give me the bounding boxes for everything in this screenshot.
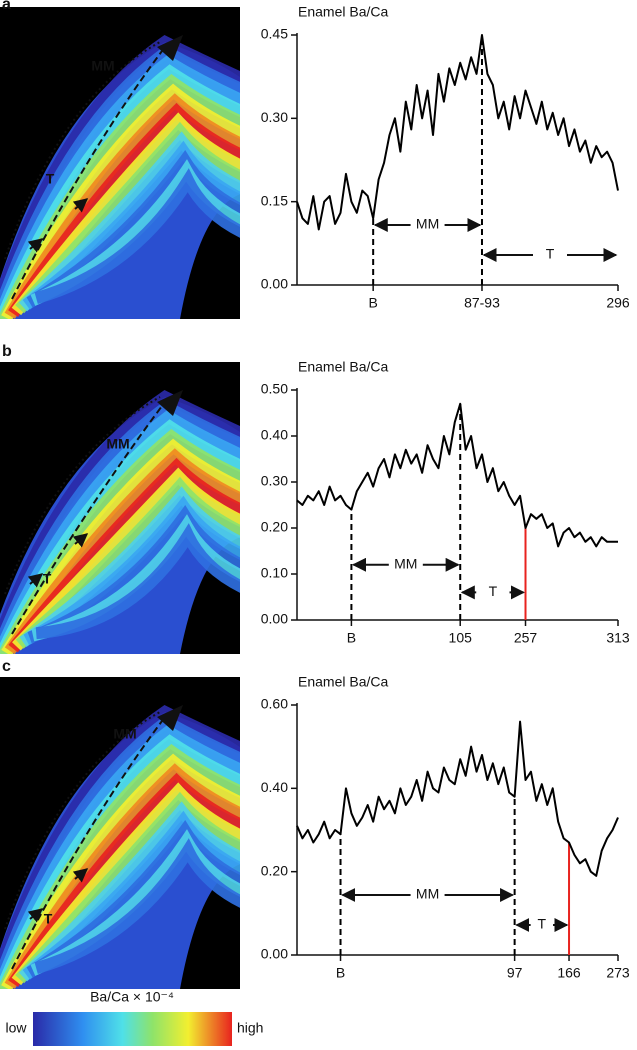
x-tick-label: 257 — [514, 630, 538, 646]
arrow — [27, 573, 44, 588]
colorbar-high: high — [237, 1020, 263, 1036]
span-label: T — [538, 916, 547, 932]
colorbar — [33, 1012, 232, 1046]
image-layers — [0, 390, 240, 654]
span-label: MM — [394, 556, 417, 572]
x-tick-label: B — [336, 965, 345, 981]
y-axis-label: Enamel Ba/Ca — [298, 4, 388, 20]
image-label: T — [44, 911, 53, 927]
x-tick-label: 87-93 — [464, 295, 500, 311]
y-tick-label: 0.00 — [261, 611, 288, 627]
span-label-bg — [410, 886, 445, 904]
panel-letter: b — [2, 343, 12, 360]
arrow — [72, 533, 89, 548]
y-tick-label: 0.45 — [261, 26, 288, 42]
outline-dashed — [11, 401, 166, 635]
x-tick-label: B — [368, 295, 377, 311]
span-label: MM — [416, 216, 439, 232]
y-tick-label: 0.40 — [261, 779, 288, 795]
span-label-bg — [476, 583, 510, 602]
x-tick-label: 105 — [449, 630, 473, 646]
y-tick-label: 0.20 — [261, 862, 288, 878]
outline-dashed — [11, 716, 166, 970]
y-tick-label: 0.60 — [261, 696, 288, 712]
y-tick-label: 0.00 — [261, 276, 288, 292]
y-tick-label: 0.40 — [261, 427, 288, 443]
image-label: MM — [113, 726, 136, 742]
colorbar-low: low — [5, 1020, 27, 1036]
span-label: T — [489, 583, 498, 599]
span-label: T — [546, 246, 555, 262]
span-label-bg — [530, 916, 554, 934]
image-band — [34, 168, 240, 304]
span-label-bg — [532, 246, 567, 264]
outline-dashed — [11, 46, 166, 300]
image-layers — [0, 705, 240, 989]
x-tick-label: 273 — [606, 965, 630, 981]
data-line — [296, 720, 619, 877]
y-tick-label: 0.10 — [261, 565, 288, 581]
outline-dotted — [4, 41, 161, 260]
y-tick-label: 0.30 — [261, 473, 288, 489]
y-tick-label: 0.30 — [261, 109, 288, 125]
y-tick-label: 0.20 — [261, 519, 288, 535]
arrow — [27, 238, 44, 253]
panel-letter: c — [2, 658, 11, 675]
x-tick-label: 313 — [606, 630, 630, 646]
span-label: MM — [416, 886, 439, 902]
image-band — [34, 838, 240, 974]
image-label: MM — [106, 436, 129, 452]
y-axis-label: Enamel Ba/Ca — [298, 674, 388, 690]
image-layers — [0, 35, 240, 319]
data-line — [296, 34, 619, 231]
outline-dotted — [4, 396, 161, 595]
image-label: T — [46, 171, 55, 187]
data-line — [296, 402, 618, 548]
panel-letter: a — [2, 0, 11, 13]
y-axis-label: Enamel Ba/Ca — [298, 359, 388, 375]
x-tick-label: B — [347, 630, 356, 646]
span-label-bg — [410, 216, 445, 234]
image-band — [35, 523, 240, 640]
enamel-image — [0, 362, 240, 654]
arrowhead — [157, 390, 183, 416]
y-tick-label: 0.00 — [261, 946, 288, 962]
enamel-image — [0, 677, 240, 989]
x-tick-label: 296 — [606, 295, 630, 311]
arrow — [27, 908, 44, 923]
arrowhead — [157, 705, 183, 731]
arrowhead — [157, 35, 183, 61]
outline-dotted — [4, 711, 161, 930]
image-label: T — [43, 571, 52, 587]
y-tick-label: 0.15 — [261, 192, 288, 208]
arrow — [72, 198, 89, 213]
y-tick-label: 0.50 — [261, 381, 288, 397]
x-tick-label: 166 — [557, 965, 581, 981]
enamel-image — [0, 7, 240, 319]
colorbar-title: Ba/Ca × 10⁻⁴ — [90, 989, 174, 1005]
image-label: MM — [91, 58, 114, 74]
span-label-bg — [388, 555, 423, 574]
arrow — [72, 868, 89, 883]
x-tick-label: 97 — [507, 965, 523, 981]
